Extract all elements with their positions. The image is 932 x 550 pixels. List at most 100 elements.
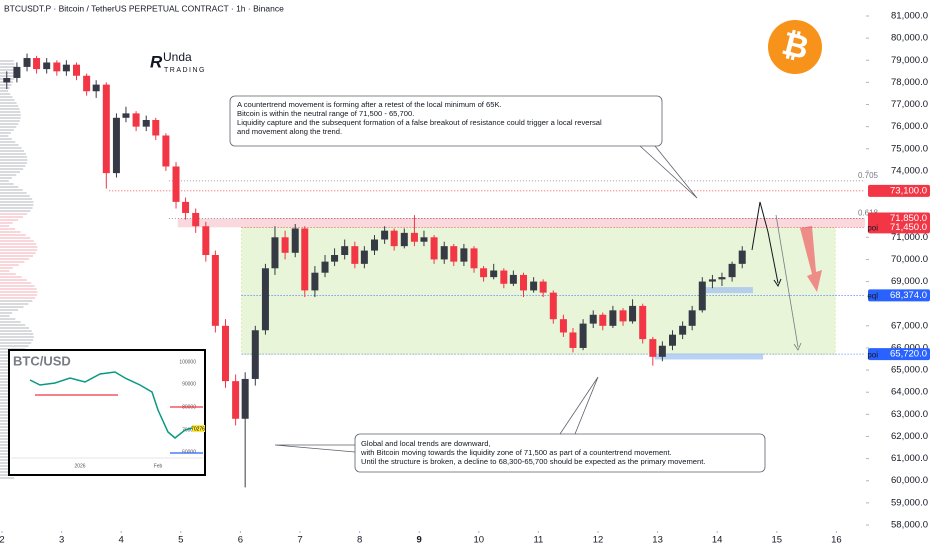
profile-bar (0, 120, 20, 122)
profile-bar (0, 234, 26, 236)
profile-bar (0, 474, 15, 476)
profile-bar (0, 258, 30, 260)
candle-body (331, 255, 339, 262)
candle-body (370, 239, 378, 251)
profile-bar (0, 282, 32, 284)
profile-bar (0, 222, 13, 224)
candle-body (43, 62, 51, 70)
y-tick-label: 67,000.0 (891, 320, 928, 331)
level-tag (868, 221, 930, 234)
profile-bar (0, 315, 10, 317)
y-tick-label: 74,000.0 (891, 165, 928, 176)
candle-body (261, 268, 269, 331)
profile-bar (0, 216, 24, 218)
inset-price: 70276 (191, 426, 205, 432)
y-tick-label: 63,000.0 (891, 409, 928, 420)
profile-bar (0, 153, 26, 155)
y-tick-label: 70,000.0 (891, 254, 928, 265)
inset-chart: BTC/USD 100000 90000 80000 70000 60000 7… (8, 349, 206, 476)
profile-bar (0, 201, 34, 203)
profile-bar (0, 447, 10, 449)
level-tag-text: poi (867, 223, 878, 232)
profile-bar (0, 312, 13, 314)
y-tick-label: 71,000.0 (891, 232, 928, 243)
candle-body (33, 58, 41, 70)
profile-bar (0, 336, 34, 338)
projection-head (773, 278, 782, 288)
x-tick-label: 6 (238, 535, 243, 546)
profile-bar (0, 114, 21, 116)
profile-bar (0, 210, 31, 212)
profile-bar (0, 93, 11, 95)
y-tick-label: 69,000.0 (891, 276, 928, 287)
profile-bar (0, 180, 9, 182)
resistance-band (177, 218, 866, 228)
profile-bar (0, 225, 10, 227)
projection-path (751, 201, 779, 284)
x-tick-label: 2 (0, 535, 5, 546)
profile-bar (0, 300, 33, 302)
profile-bar (0, 195, 30, 197)
profile-bar (0, 147, 22, 149)
x-tick-label: 11 (533, 535, 543, 546)
annotation-line: and movement along the trend. (237, 127, 342, 136)
callout-pointer (559, 376, 599, 435)
x-tick-label: 10 (474, 535, 485, 546)
profile-bar (0, 342, 32, 344)
level-label: 65,720.0 (890, 349, 927, 360)
profile-bar (0, 141, 16, 143)
inset-xlabel: 2026 (74, 463, 85, 469)
candle-body (629, 305, 637, 322)
profile-bar (0, 66, 16, 68)
y-tick-label: 65,000.0 (891, 365, 928, 376)
callout-pointer (274, 444, 356, 453)
candle-body (390, 230, 398, 247)
profile-bar (0, 285, 35, 287)
candle-body (72, 64, 80, 76)
candle-body (152, 120, 160, 136)
profile-bar (0, 75, 15, 77)
annotation-line: Liquidity capture and the subsequent for… (237, 118, 602, 127)
candle-body (420, 237, 428, 242)
profile-bar (0, 198, 33, 200)
profile-bar (0, 438, 16, 440)
candle-body (698, 281, 706, 311)
candle-body (251, 330, 259, 379)
x-tick-label: 13 (652, 535, 663, 546)
x-tick-label: 16 (831, 535, 842, 546)
inset-tick: 90000 (182, 381, 196, 387)
profile-bar (0, 444, 12, 446)
profile-bar (0, 339, 34, 341)
profile-bar (0, 213, 28, 215)
profile-bar (0, 252, 36, 254)
inset-frame (8, 349, 206, 476)
profile-bar (0, 171, 21, 173)
y-tick-label: 76,000.0 (891, 121, 928, 132)
down-arrow (800, 226, 822, 292)
profile-bar (0, 297, 36, 299)
candle-body (53, 62, 61, 72)
candle-body (430, 237, 438, 260)
candle-body (658, 345, 666, 357)
candle-body (539, 281, 547, 293)
projection-head (793, 342, 802, 351)
profile-bar (0, 249, 38, 251)
profile-bar (0, 63, 15, 65)
profile-bar (0, 60, 14, 62)
profile-bar (0, 192, 27, 194)
profile-bar (0, 303, 29, 305)
profile-bar (0, 183, 14, 185)
profile-bar (0, 276, 22, 278)
candle-body (579, 323, 587, 348)
candle-body (559, 319, 567, 333)
candle-body (530, 281, 538, 291)
x-tick-label: 7 (297, 535, 302, 546)
annotation-line: A countertrend movement is forming after… (237, 100, 502, 109)
x-tick-label: 15 (772, 535, 783, 546)
candle-body (718, 277, 726, 280)
candle-body (708, 279, 716, 282)
candle-body (122, 113, 130, 118)
y-tick-label: 80,000.0 (891, 33, 928, 44)
x-tick-label: 14 (712, 535, 723, 546)
candle-body (599, 314, 607, 326)
